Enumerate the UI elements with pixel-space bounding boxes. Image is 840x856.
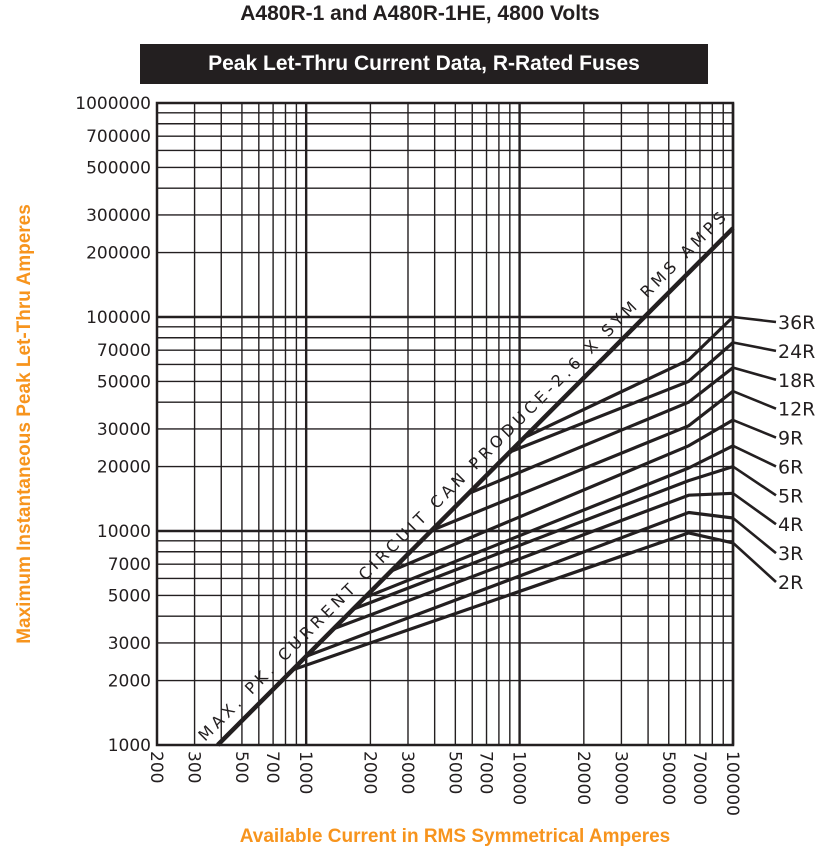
series-line-6R	[365, 444, 734, 599]
x-tick-label: 200	[146, 751, 166, 783]
y-tick-label: 7000	[108, 555, 151, 575]
y-tick-label: 300000	[86, 206, 151, 226]
y-tick-label: 50000	[97, 372, 151, 392]
series-line-4R	[333, 491, 734, 631]
series-label-12R: 12R	[778, 399, 815, 421]
leader-line-36R	[732, 315, 777, 324]
leader-line-4R	[732, 492, 777, 526]
leader-line-5R	[732, 465, 777, 497]
series-line-2R	[292, 531, 734, 672]
y-tick-label: 700000	[86, 127, 151, 147]
x-tick-label: 3000	[397, 751, 417, 794]
x-tick-label: 300	[184, 751, 204, 783]
y-tick-label: 3000	[108, 634, 151, 654]
plot-frame	[155, 101, 735, 747]
series-label-6R: 6R	[778, 456, 803, 478]
series-labels: 36R 24R 18R 12R 9R 6R 5R 4R 3R 2R	[732, 312, 815, 594]
y-axis-ticks: 1000000 700000 500000 300000 200000 100000 700…	[75, 94, 151, 756]
y-axis-title: Maximum Instantaneous Peak Let-Thru Ampe…	[14, 204, 35, 644]
y-tick-label: 100000	[86, 308, 151, 328]
leader-line-3R	[732, 517, 777, 555]
x-tick-label: 2000	[359, 751, 379, 794]
series-line-36R	[523, 315, 735, 440]
x-tick-label: 5000	[444, 751, 464, 794]
series-line-5R	[352, 465, 734, 611]
series-label-2R: 2R	[778, 572, 803, 594]
max-peak-annotation: MAX. PK. CURRENT CIRCUIT CAN PRODUCE-2.6…	[194, 207, 730, 744]
leader-line-12R	[732, 390, 777, 410]
y-tick-label: 70000	[97, 341, 151, 361]
series-label-9R: 9R	[778, 428, 803, 450]
series-lines	[292, 315, 735, 672]
series-label-18R: 18R	[778, 370, 815, 392]
x-tick-label: 50000	[658, 751, 678, 805]
y-tick-label: 20000	[97, 458, 151, 478]
x-tick-label: 70000	[689, 751, 709, 805]
x-tick-label: 100000	[722, 751, 742, 816]
series-label-24R: 24R	[778, 341, 815, 363]
y-tick-label: 1000	[108, 736, 151, 756]
y-tick-label: 500000	[86, 158, 151, 178]
chart-title: A480R-1 and A480R-1HE, 4800 Volts	[240, 2, 600, 25]
series-line-9R	[390, 418, 734, 573]
series-line-3R	[305, 510, 734, 658]
series-line-12R	[431, 389, 734, 532]
leader-line-24R	[732, 341, 777, 353]
y-tick-label: 1000000	[75, 94, 151, 114]
leader-line-18R	[732, 366, 777, 382]
chart-subtitle-bar: Peak Let-Thru Current Data, R-Rated Fuse…	[140, 44, 708, 84]
series-line-18R	[468, 366, 734, 495]
x-tick-label: 7000	[476, 751, 496, 794]
y-tick-label: 2000	[108, 672, 151, 692]
y-tick-label: 5000	[108, 586, 151, 606]
series-label-3R: 3R	[778, 543, 803, 565]
leader-line-2R	[732, 541, 777, 583]
x-tick-label: 10000	[509, 751, 529, 805]
x-axis-ticks: 200 300 500 700 1000 2000 3000 5000 7000 10000 200…	[146, 751, 742, 816]
leader-line-6R	[732, 444, 777, 468]
x-tick-label: 700	[262, 751, 282, 783]
series-label-4R: 4R	[778, 514, 803, 536]
y-tick-label: 10000	[97, 522, 151, 542]
y-tick-label: 30000	[97, 420, 151, 440]
series-label-5R: 5R	[778, 485, 803, 507]
x-tick-label: 500	[231, 751, 251, 783]
series-line-24R	[509, 341, 735, 454]
y-tick-label: 200000	[86, 244, 151, 264]
leader-line-9R	[732, 418, 777, 439]
grid-major-lines	[157, 103, 735, 745]
x-tick-label: 30000	[610, 751, 630, 805]
x-tick-label: 20000	[573, 751, 593, 805]
grid-minor-lines	[156, 102, 734, 746]
x-axis-title: Available Current in RMS Symmetrical Amp…	[240, 826, 670, 847]
x-tick-label: 1000	[295, 751, 315, 794]
max-peak-line	[216, 226, 735, 747]
series-label-36R: 36R	[778, 312, 815, 334]
